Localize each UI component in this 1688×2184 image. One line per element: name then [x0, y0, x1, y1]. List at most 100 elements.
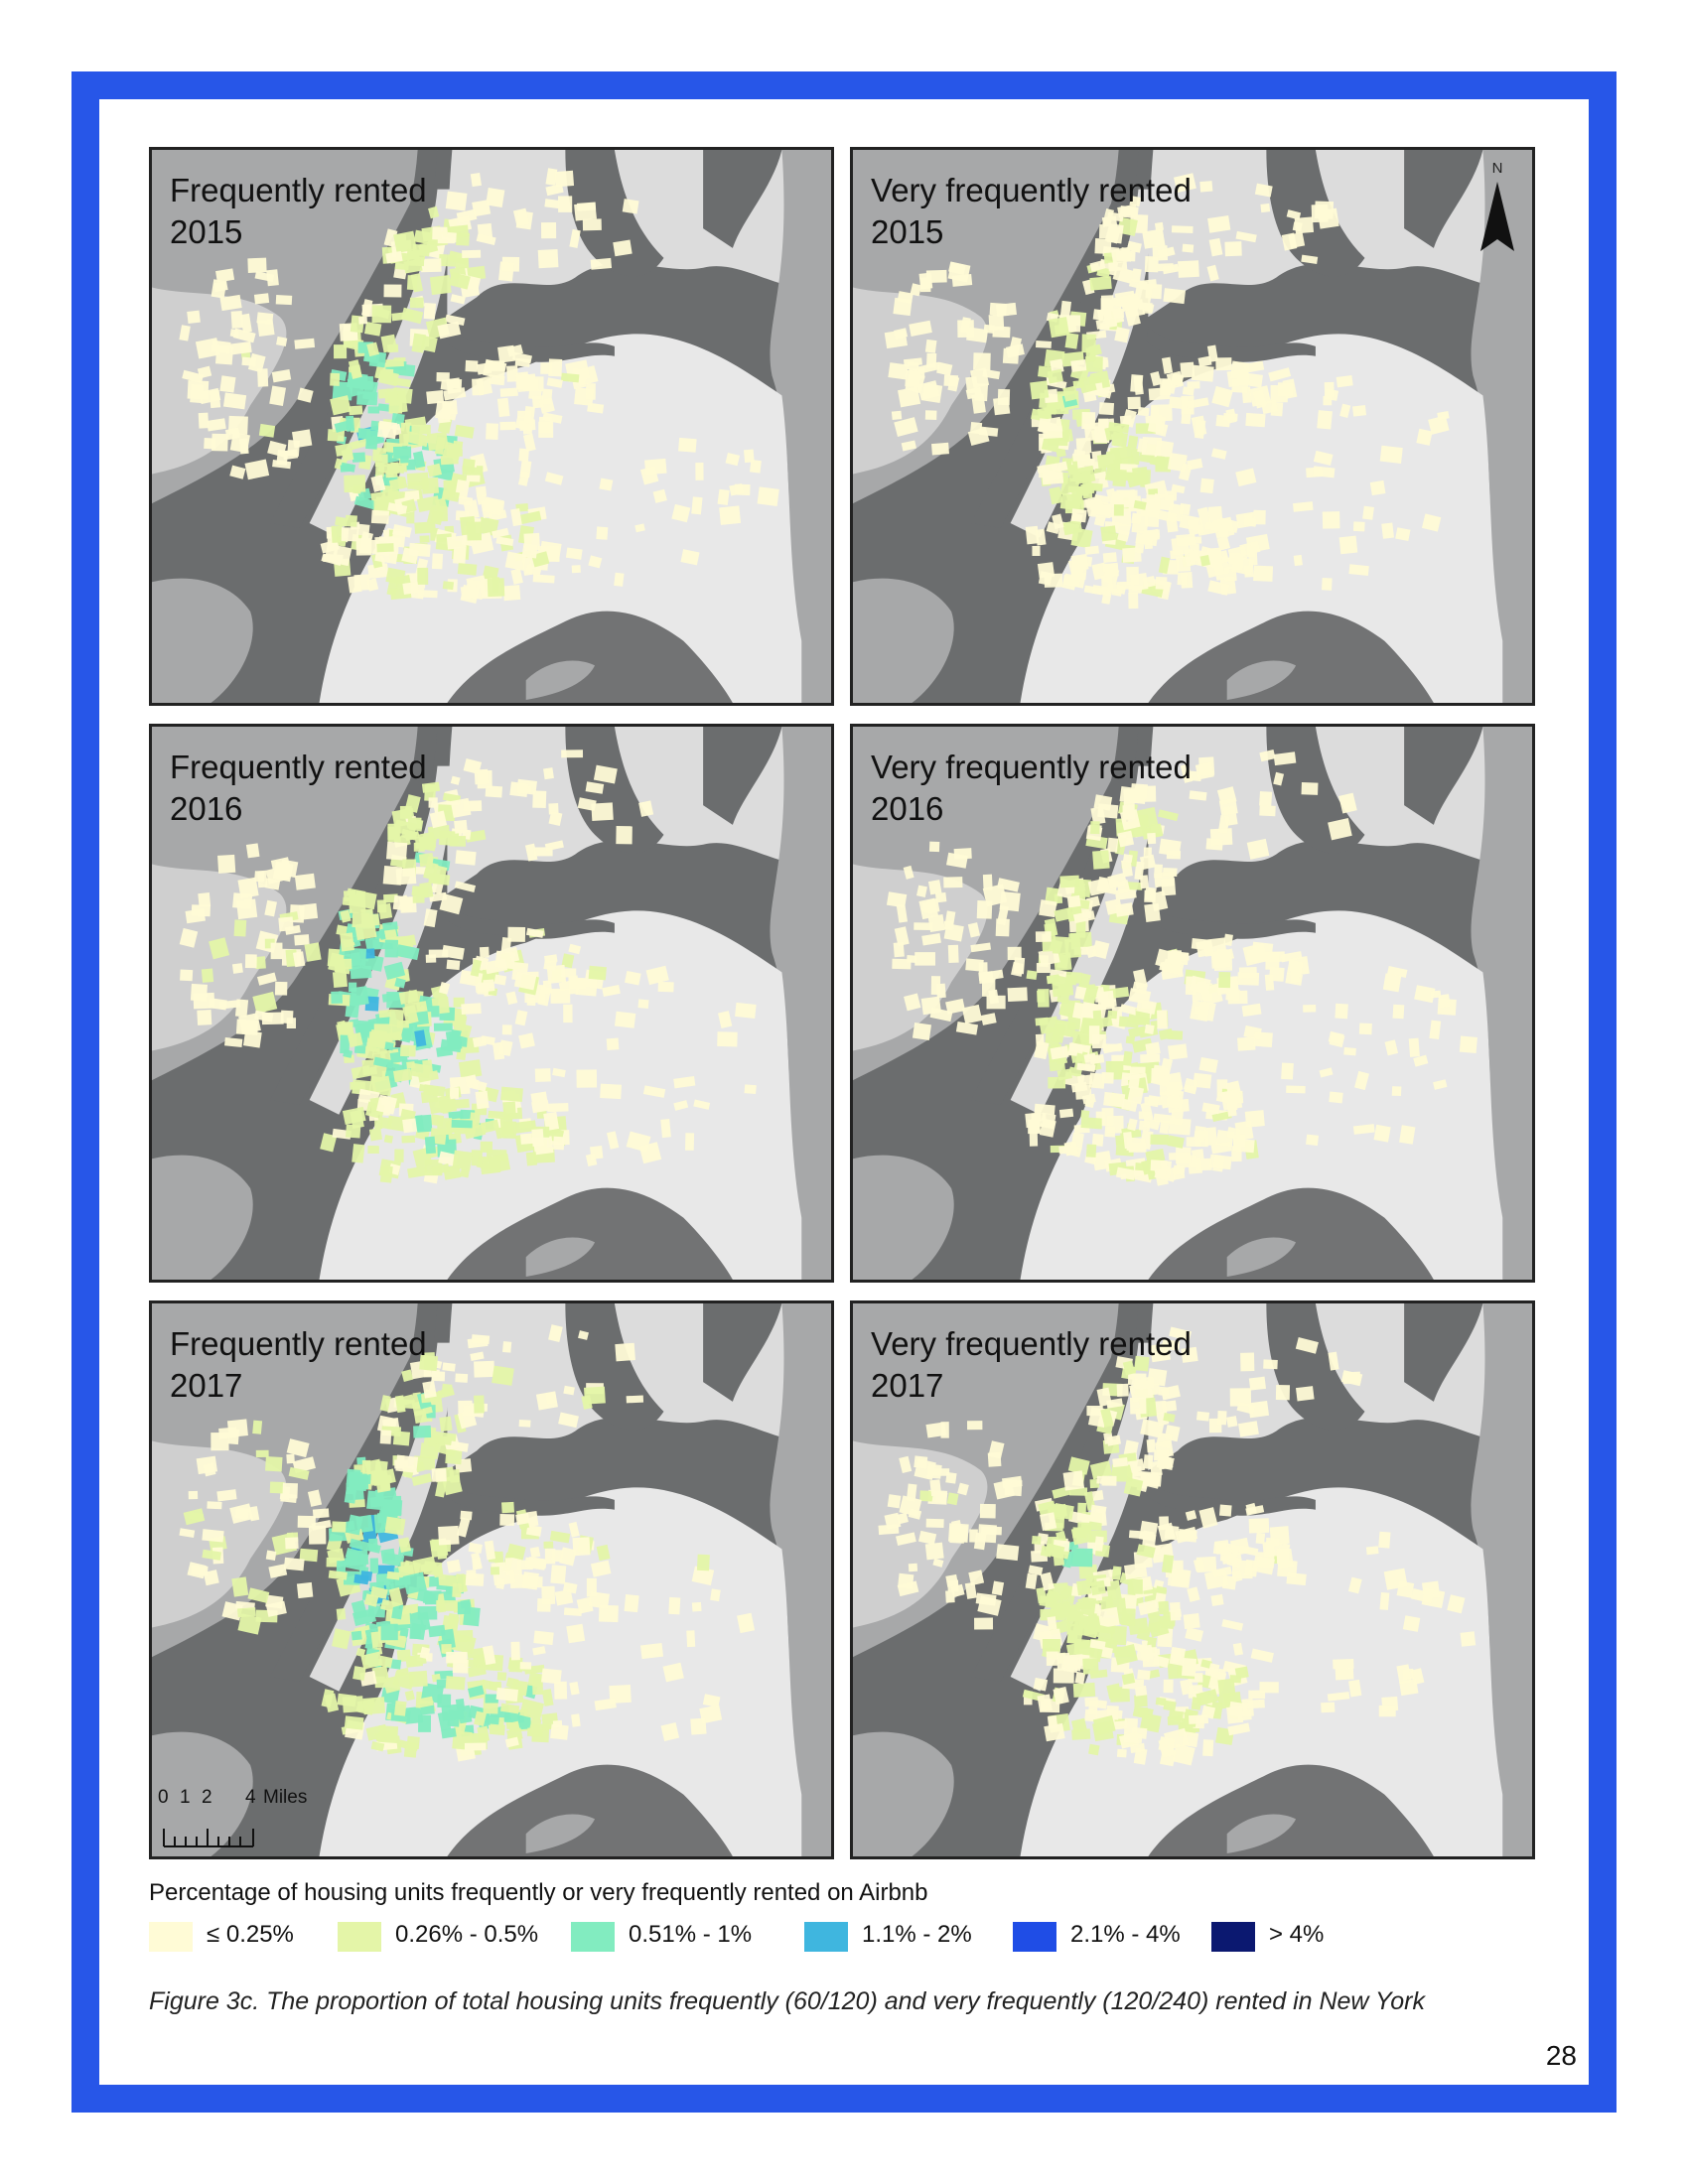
tract	[441, 1643, 452, 1653]
tract	[1197, 355, 1212, 367]
tract	[544, 472, 564, 485]
tract	[673, 1076, 696, 1089]
tract	[379, 1165, 393, 1183]
tract	[1084, 545, 1100, 555]
tract	[1391, 1086, 1402, 1097]
legend-label: 0.26% - 0.5%	[395, 1921, 539, 1948]
tract	[495, 536, 514, 547]
tract	[1268, 966, 1285, 982]
tract	[1116, 880, 1131, 894]
tract	[691, 496, 703, 515]
legend-swatch	[804, 1922, 848, 1952]
tract	[1032, 545, 1041, 556]
tract	[575, 978, 598, 997]
tract	[198, 412, 210, 429]
tract	[1101, 1475, 1117, 1486]
tract	[548, 811, 563, 826]
tract	[294, 873, 316, 890]
tract	[519, 460, 532, 478]
tract	[229, 329, 239, 338]
tract	[1206, 344, 1218, 362]
tract	[1142, 228, 1166, 249]
tract	[370, 1631, 383, 1649]
tract	[1132, 467, 1149, 485]
tract	[195, 338, 220, 359]
tract	[989, 302, 1008, 317]
tract	[412, 886, 425, 903]
tract	[285, 1537, 299, 1550]
tract	[542, 412, 563, 424]
tract	[1071, 1728, 1091, 1740]
tract	[1040, 1545, 1053, 1558]
tract	[987, 1451, 1002, 1467]
tract	[1285, 972, 1304, 986]
tract	[1167, 950, 1190, 966]
tract	[525, 1152, 538, 1166]
tract	[545, 184, 564, 197]
tract	[428, 797, 438, 808]
tract	[1185, 1510, 1197, 1521]
tract	[392, 362, 416, 377]
tract	[1066, 894, 1081, 908]
tract	[197, 1009, 212, 1025]
tract	[404, 1690, 415, 1702]
tract	[925, 897, 940, 914]
tract	[1187, 517, 1205, 536]
tract	[924, 410, 937, 420]
tract	[1339, 403, 1351, 418]
tract	[979, 1503, 996, 1519]
tract	[1089, 1669, 1108, 1679]
tract	[479, 946, 490, 958]
tract	[379, 1430, 392, 1444]
tract	[561, 968, 577, 978]
tract	[363, 1593, 379, 1607]
tract	[445, 1449, 463, 1465]
tract	[571, 1713, 581, 1727]
tract	[474, 1360, 495, 1378]
tract	[561, 953, 575, 969]
tract	[510, 568, 523, 585]
tract	[616, 826, 633, 845]
tract	[1131, 512, 1142, 525]
tract	[419, 1442, 440, 1460]
tract	[702, 1694, 721, 1708]
tract	[1221, 1574, 1237, 1590]
tract	[1223, 933, 1233, 947]
tract	[970, 942, 992, 953]
tract	[554, 1588, 574, 1606]
north-arrow-icon: N	[1473, 160, 1522, 259]
tract	[455, 257, 470, 269]
tract	[997, 878, 1020, 892]
tract	[1091, 1133, 1104, 1147]
tract	[691, 1601, 702, 1612]
tract	[1185, 976, 1196, 996]
tract	[211, 1432, 229, 1451]
tract	[1078, 1564, 1098, 1579]
tract	[1196, 1689, 1219, 1706]
legend-label: 2.1% - 4%	[1070, 1921, 1181, 1948]
tract	[518, 1419, 531, 1428]
tract	[1157, 1010, 1168, 1029]
tract	[562, 1581, 578, 1594]
tract	[376, 543, 394, 553]
tract	[1104, 425, 1124, 442]
tract	[1129, 1397, 1147, 1415]
tract	[1161, 878, 1177, 896]
tract	[598, 1604, 619, 1623]
tract	[908, 1508, 922, 1520]
tract	[491, 1567, 500, 1575]
tract	[474, 1710, 487, 1726]
tract	[1215, 948, 1232, 959]
tract	[428, 205, 440, 219]
tract	[919, 277, 931, 293]
tract	[254, 956, 266, 970]
tract	[1144, 1024, 1155, 1035]
tract	[436, 1545, 448, 1560]
tract	[451, 1633, 477, 1655]
tract	[456, 208, 478, 223]
long-island-edge	[1471, 1303, 1532, 1856]
tract	[991, 1580, 1005, 1596]
tract	[395, 944, 420, 961]
tract	[438, 1525, 460, 1546]
tract	[497, 1039, 513, 1057]
